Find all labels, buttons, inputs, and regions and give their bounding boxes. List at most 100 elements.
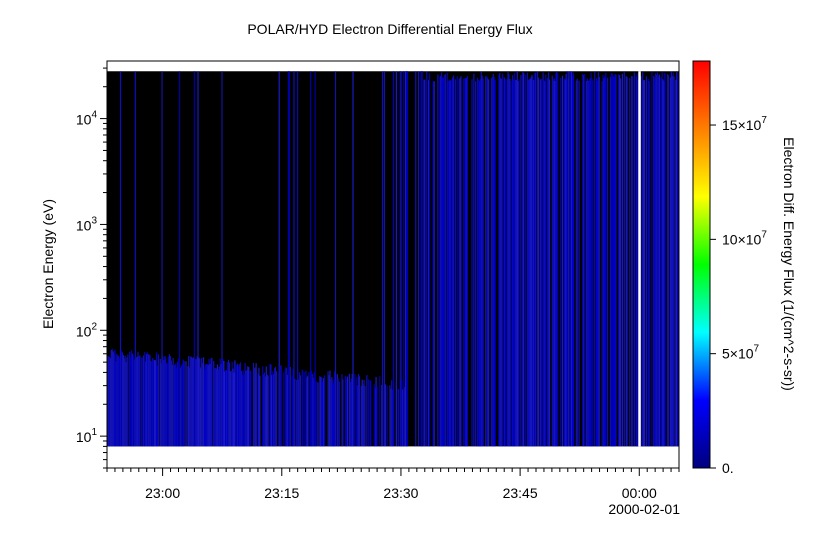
flux-bar bbox=[155, 352, 158, 447]
flux-column bbox=[615, 74, 617, 447]
flux-bar bbox=[220, 363, 222, 447]
flux-column bbox=[487, 77, 489, 447]
flux-bar bbox=[305, 370, 307, 447]
flux-bar bbox=[301, 369, 303, 447]
x-tick-label: 23:30 bbox=[383, 485, 418, 501]
flux-column bbox=[406, 71, 409, 447]
flux-column bbox=[656, 72, 659, 447]
flux-bar bbox=[107, 356, 110, 447]
flux-bar bbox=[317, 382, 319, 447]
flux-bar bbox=[187, 366, 189, 447]
flux-bar bbox=[386, 385, 388, 447]
flux-column bbox=[592, 80, 594, 447]
flux-bar bbox=[157, 354, 159, 447]
flux-column bbox=[677, 73, 679, 447]
flux-bar bbox=[238, 366, 240, 447]
flux-column bbox=[675, 79, 677, 447]
x-axis: 23:00 23:15 23:30 23:45 00:00 bbox=[106, 468, 680, 501]
flux-column bbox=[459, 77, 461, 447]
flux-column bbox=[437, 74, 439, 447]
y-tick-label: 102 bbox=[76, 321, 98, 339]
flux-bar bbox=[285, 368, 288, 447]
flux-column bbox=[424, 79, 426, 447]
flux-bar bbox=[289, 366, 291, 447]
flux-bar bbox=[353, 378, 355, 447]
flux-column bbox=[420, 71, 422, 447]
x-tick-label: 00:00 bbox=[622, 485, 657, 501]
flux-bar bbox=[381, 384, 383, 447]
flux-bar bbox=[242, 370, 244, 447]
flux-bar bbox=[166, 363, 169, 447]
flux-bar bbox=[227, 359, 230, 447]
flux-bar bbox=[280, 365, 282, 447]
flux-bar bbox=[120, 350, 123, 447]
flux-column bbox=[334, 71, 337, 447]
flux-column bbox=[452, 75, 455, 447]
flux-column bbox=[479, 78, 481, 447]
flux-bar bbox=[194, 358, 196, 447]
flux-bar bbox=[369, 380, 372, 447]
flux-column bbox=[440, 75, 442, 447]
flux-column bbox=[522, 72, 524, 447]
flux-bar bbox=[392, 389, 394, 447]
flux-bar bbox=[222, 359, 224, 447]
flux-column bbox=[293, 71, 295, 447]
flux-bar bbox=[397, 388, 399, 447]
flux-bar bbox=[209, 364, 211, 447]
flux-column bbox=[595, 77, 598, 447]
flux-column bbox=[554, 80, 556, 447]
flux-bar bbox=[132, 355, 135, 447]
flux-column bbox=[640, 76, 642, 447]
flux-column bbox=[473, 73, 475, 447]
flux-column bbox=[586, 78, 588, 447]
flux-bar bbox=[376, 386, 378, 447]
flux-bar bbox=[357, 384, 359, 447]
flux-bar bbox=[269, 363, 271, 447]
flux-bar bbox=[346, 376, 349, 447]
flux-bar bbox=[357, 374, 360, 447]
flux-column bbox=[536, 71, 539, 447]
flux-column bbox=[588, 80, 590, 447]
flux-column bbox=[667, 75, 670, 447]
flux-bar bbox=[270, 364, 272, 447]
flux-column bbox=[458, 79, 460, 447]
flux-column bbox=[661, 72, 663, 447]
flux-column bbox=[491, 76, 493, 447]
colorbar-tick-label: 15×107 bbox=[722, 115, 767, 133]
flux-bar bbox=[118, 357, 121, 447]
flux-column bbox=[544, 81, 546, 447]
flux-column bbox=[672, 72, 674, 447]
flux-column bbox=[498, 74, 500, 447]
flux-column bbox=[517, 81, 519, 447]
flux-column bbox=[534, 72, 536, 447]
flux-bar bbox=[129, 351, 131, 447]
flux-column bbox=[619, 78, 622, 447]
flux-bar bbox=[294, 378, 296, 447]
flux-bar bbox=[321, 381, 324, 447]
flux-bar bbox=[349, 382, 351, 447]
data-gap bbox=[638, 71, 641, 447]
flux-bar bbox=[308, 372, 310, 447]
flux-bar bbox=[131, 353, 134, 447]
flux-column bbox=[450, 80, 452, 447]
flux-column bbox=[524, 74, 527, 447]
flux-column bbox=[463, 78, 465, 447]
flux-bar bbox=[315, 381, 317, 447]
flux-column bbox=[657, 76, 660, 447]
flux-bar bbox=[333, 383, 335, 447]
flux-column bbox=[415, 71, 417, 447]
flux-bar bbox=[178, 358, 180, 447]
flux-column bbox=[673, 76, 675, 447]
flux-column bbox=[423, 79, 425, 447]
flux-column bbox=[654, 78, 656, 447]
flux-column bbox=[565, 73, 567, 447]
flux-bar bbox=[141, 357, 143, 447]
flux-column bbox=[134, 71, 136, 447]
flux-column bbox=[516, 71, 518, 447]
y-axis: 101 102 103 104 bbox=[76, 67, 107, 469]
flux-bar bbox=[271, 375, 273, 447]
flux-column bbox=[500, 78, 502, 447]
flux-column bbox=[555, 72, 557, 447]
flux-column bbox=[523, 72, 525, 447]
flux-bar bbox=[185, 361, 187, 447]
